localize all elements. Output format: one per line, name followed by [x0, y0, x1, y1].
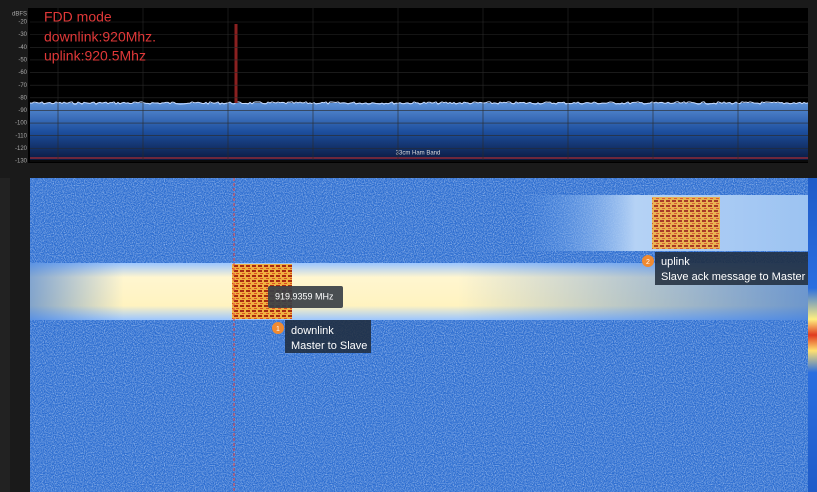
uplink-note: uplink:920.5Mhz [44, 48, 146, 64]
y-tick-label: -80 [18, 95, 27, 101]
annotation-marker[interactable] [642, 255, 654, 267]
annotation-text: Master to Slave [291, 340, 367, 352]
uplink-burst [652, 197, 720, 249]
y-tick-label: -120 [15, 146, 28, 152]
tooltip [268, 286, 343, 308]
y-tick-label: -60 [18, 70, 27, 76]
annotation-title: downlink [291, 325, 334, 337]
y-tick-label: -50 [18, 57, 27, 63]
band-label: 33cm Ham Band [396, 151, 441, 157]
tooltip-text: 919.9359 MHz [275, 291, 334, 301]
y-tick-label: -40 [18, 45, 27, 51]
y-tick-label: -90 [18, 108, 27, 114]
y-tick-label: -20 [18, 20, 27, 26]
y-unit: dBFS [12, 12, 27, 18]
annotation-title: uplink [661, 256, 690, 268]
y-tick-label: -130 [15, 159, 28, 165]
annotation-marker[interactable] [272, 322, 284, 334]
annotation-box [285, 320, 371, 353]
annotation-box [655, 252, 808, 285]
annotation-number: 2 [646, 259, 650, 266]
y-tick-label: -30 [18, 32, 27, 38]
noise-floor [30, 103, 808, 160]
y-tick-label: -100 [15, 121, 28, 127]
annotation-text: Slave ack message to Master [661, 271, 806, 283]
axis-strip [10, 163, 808, 178]
left-bar [0, 178, 10, 492]
annotation-number: 1 [276, 326, 280, 333]
y-tick-label: -110 [15, 133, 27, 139]
y-tick-label: -70 [18, 83, 27, 89]
color-bar [808, 178, 817, 492]
downlink-note: downlink:920Mhz. [44, 29, 156, 45]
spectrum-trace [29, 101, 809, 105]
mode-note: FDD mode [44, 9, 112, 25]
